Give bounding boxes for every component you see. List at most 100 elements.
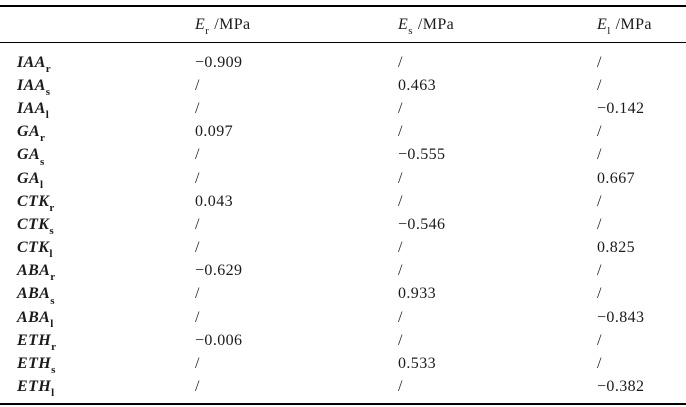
value-cell-er: / <box>195 99 200 117</box>
hormone-name: IAA <box>17 99 46 117</box>
value-cell-er: 0.043 <box>195 192 233 210</box>
hormone-subscript: l <box>45 109 50 122</box>
value-cell-er: / <box>195 285 200 303</box>
hormone-subscript: r <box>49 201 55 214</box>
modulus-subscript: r <box>205 24 210 37</box>
value-cell-el: / <box>597 53 602 71</box>
value-cell-el: / <box>597 355 602 373</box>
row-label: ABAl <box>0 308 195 330</box>
row-label: CTKr <box>0 192 195 214</box>
value-cell-es: / <box>398 239 403 257</box>
hormone-name: ETH <box>17 378 52 396</box>
row-label: CTKl <box>0 239 195 261</box>
value-cell-er: / <box>195 76 200 94</box>
hormone-name: ETH <box>17 331 52 349</box>
value-cell-el: / <box>597 262 602 280</box>
value-cell-es: / <box>398 262 403 280</box>
hormone-subscript: l <box>49 248 53 261</box>
hormone-subscript: s <box>49 225 55 238</box>
hormone-subscript: r <box>51 341 57 354</box>
value-cell-er: / <box>195 169 200 187</box>
value-cell-el: / <box>597 285 602 303</box>
hormone-name: GA <box>17 146 41 164</box>
modulus-subscript: l <box>607 24 611 37</box>
value-cell-el: −0.142 <box>597 99 645 117</box>
correlation-table: Er/MPa Es/MPa El/MPa IAAr −0.909 / / IAA… <box>0 5 686 405</box>
value-cell-el: / <box>597 76 602 94</box>
value-cell-er: −0.909 <box>195 53 243 71</box>
hormone-name: GA <box>17 169 41 187</box>
row-label: ETHl <box>0 378 195 400</box>
row-label: IAAl <box>0 99 195 122</box>
table-row: ETHs / 0.533 / <box>0 352 686 376</box>
value-cell-el: / <box>597 215 602 233</box>
row-label: CTKs <box>0 215 195 238</box>
value-cell-er: / <box>195 378 200 396</box>
value-cell-es: / <box>398 192 403 210</box>
value-cell-es: / <box>398 378 403 396</box>
value-cell-el: / <box>597 146 602 164</box>
hormone-subscript: s <box>45 85 51 98</box>
hormone-subscript: r <box>40 132 46 145</box>
hormone-name: ABA <box>17 262 51 280</box>
value-cell-es: 0.933 <box>398 285 436 303</box>
value-cell-el: 0.667 <box>597 169 635 187</box>
value-cell-er: / <box>195 239 200 257</box>
value-cell-er: −0.006 <box>195 331 243 349</box>
table-row: IAAs / 0.463 / <box>0 74 686 98</box>
value-cell-es: 0.533 <box>398 355 436 373</box>
table-row: ABAs / 0.933 / <box>0 283 686 306</box>
table-row: CTKl / / 0.825 <box>0 237 686 260</box>
value-cell-el: / <box>597 331 602 349</box>
row-label: ABAs <box>0 285 195 306</box>
modulus-subscript: s <box>408 24 413 37</box>
hormone-subscript: s <box>50 294 55 307</box>
column-header: Es/MPa <box>398 15 597 37</box>
hormone-name: CTK <box>17 215 50 233</box>
table-row: ABAl / / −0.843 <box>0 306 686 330</box>
hormone-name: CTK <box>17 192 50 210</box>
table-row: CTKr 0.043 / / <box>0 190 686 214</box>
value-cell-es: / <box>398 308 403 326</box>
hormone-subscript: l <box>50 317 54 330</box>
value-cell-es: / <box>398 99 403 117</box>
hormone-name: ETH <box>17 355 52 373</box>
hormone-name: IAA <box>17 76 46 94</box>
value-cell-es: 0.463 <box>398 76 436 94</box>
value-cell-er: / <box>195 308 200 326</box>
hormone-name: IAA <box>17 53 46 71</box>
value-cell-er: −0.629 <box>195 262 243 280</box>
row-label: GAs <box>0 146 195 167</box>
table-row: IAAr −0.909 / / <box>0 51 686 75</box>
row-label: ETHr <box>0 331 195 354</box>
hormone-name: ABA <box>17 308 51 326</box>
row-label: ETHs <box>0 355 195 376</box>
hormone-subscript: r <box>50 271 56 284</box>
value-cell-es: / <box>398 169 403 187</box>
table-row: ABAr −0.629 / / <box>0 260 686 283</box>
hormone-name: CTK <box>17 239 50 257</box>
value-cell-el: −0.382 <box>597 378 645 396</box>
table-header-row: Er/MPa Es/MPa El/MPa <box>0 7 686 43</box>
column-header: El/MPa <box>597 15 686 37</box>
value-cell-el: 0.825 <box>597 239 635 257</box>
hormone-name: ABA <box>17 285 51 303</box>
hormone-subscript: r <box>45 62 52 75</box>
value-cell-el: / <box>597 123 602 141</box>
hormone-subscript: l <box>51 387 55 400</box>
modulus-symbol: E <box>597 15 608 33</box>
value-cell-er: 0.097 <box>195 123 233 141</box>
table-body: IAAr −0.909 / / IAAs / 0.463 / IAAl / / … <box>0 43 686 403</box>
modulus-unit: /MPa <box>214 15 251 33</box>
value-cell-es: −0.546 <box>398 215 446 233</box>
hormone-subscript: l <box>40 178 44 191</box>
modulus-unit: /MPa <box>615 15 652 33</box>
table-row: CTKs / −0.546 / <box>0 213 686 238</box>
row-label: IAAs <box>0 76 195 98</box>
row-label: ABAr <box>0 262 195 284</box>
value-cell-es: / <box>398 123 403 141</box>
modulus-symbol: E <box>398 15 409 33</box>
row-label: GAr <box>0 123 195 145</box>
row-label: IAAr <box>0 53 195 75</box>
